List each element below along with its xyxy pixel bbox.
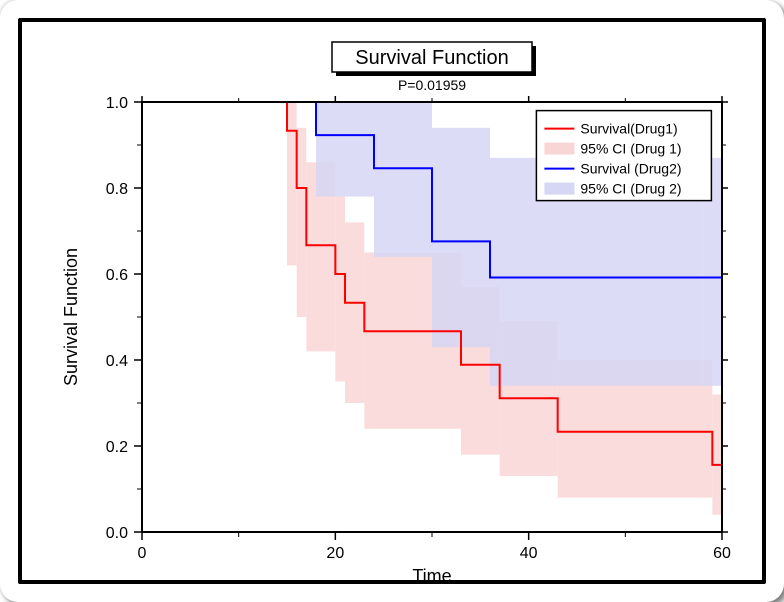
inner-border-frame: Survival Function P=0.01959 0 20 40 60 0.0 0.2 0… [18, 18, 766, 584]
ci-band-drug1 [712, 394, 722, 514]
ci-band-drug2 [432, 128, 490, 347]
legend-swatch-patch [544, 143, 574, 155]
ci-band-drug1 [297, 128, 307, 317]
legend-swatch-patch [544, 183, 574, 195]
ci-band-drug1 [345, 222, 364, 403]
ci-band-drug1 [287, 102, 297, 265]
y-axis-label: Survival Function [61, 248, 81, 386]
legend-label: Survival (Drug2) [580, 161, 681, 177]
y-tick-label: 1.0 [106, 95, 128, 112]
ci-band-drug2 [316, 102, 374, 197]
legend-label: 95% CI (Drug 1) [580, 141, 681, 157]
x-tick-label: 20 [326, 545, 344, 562]
x-tick-label: 60 [713, 545, 731, 562]
y-tick-label: 0.4 [106, 353, 128, 370]
y-tick-label: 0.0 [106, 525, 128, 542]
x-tick-label: 0 [138, 545, 147, 562]
x-axis-label: Time [412, 566, 451, 584]
ci-band-drug1 [335, 197, 345, 382]
survival-chart: Survival Function P=0.01959 0 20 40 60 0.0 0.2 0… [22, 22, 766, 584]
chart-title: Survival Function [355, 47, 508, 69]
y-tick-label: 0.6 [106, 267, 128, 284]
ci-band-drug2 [374, 102, 432, 257]
y-tick-label: 0.8 [106, 181, 128, 198]
chart-subtitle: P=0.01959 [398, 77, 466, 93]
y-tick-label: 0.2 [106, 439, 128, 456]
x-tick-label: 40 [520, 545, 538, 562]
legend-label: 95% CI (Drug 2) [580, 181, 681, 197]
legend-label: Survival(Drug1) [580, 121, 677, 137]
outer-shadow-frame: Survival Function P=0.01959 0 20 40 60 0.0 0.2 0… [0, 0, 784, 602]
